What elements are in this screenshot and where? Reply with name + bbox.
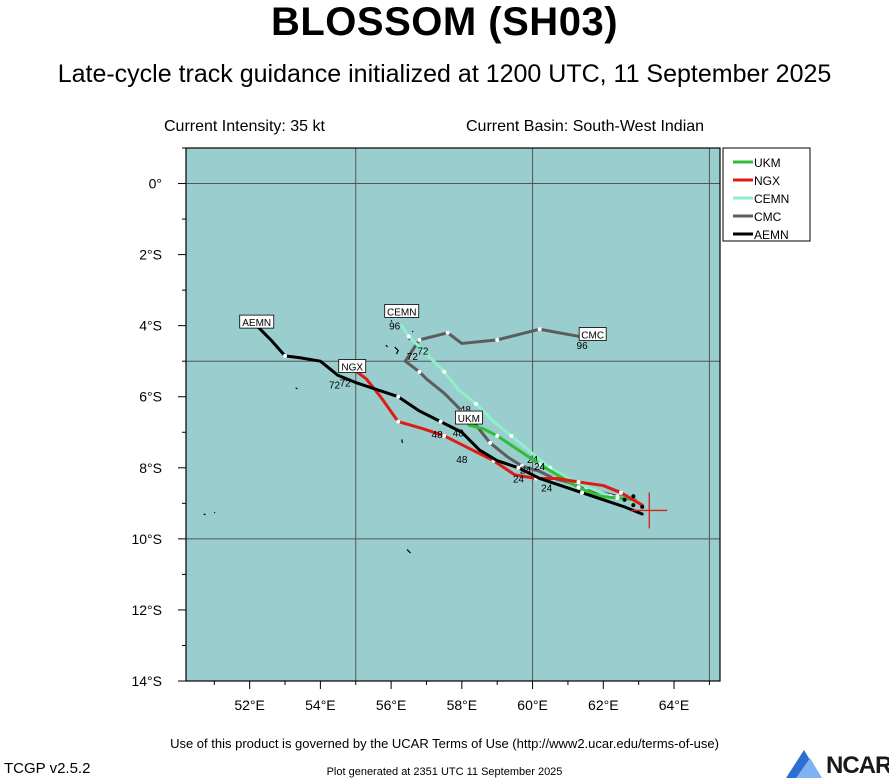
y-tick-label: 8°S bbox=[139, 460, 162, 476]
current-basin: Current Basin: South-West Indian bbox=[466, 118, 705, 135]
forecast-hour-label: 48 bbox=[456, 455, 468, 466]
forecast-hour-label: 72 bbox=[329, 380, 341, 391]
track-point-ukm bbox=[576, 485, 581, 490]
island-outline bbox=[203, 513, 206, 516]
forecast-hour-label: 72 bbox=[340, 379, 352, 390]
ncar-logo: NCAR bbox=[786, 748, 889, 780]
track-point-ngx bbox=[396, 419, 401, 424]
track-point-cmc bbox=[488, 440, 493, 445]
forecast-start-dot bbox=[622, 497, 627, 502]
model-label-cmc: CMC bbox=[581, 331, 604, 342]
track-point-cmc bbox=[417, 369, 422, 374]
forecast-hour-label: 48 bbox=[432, 430, 444, 441]
legend-label-aemn: AEMN bbox=[754, 228, 789, 242]
track-point-cemn bbox=[406, 334, 411, 339]
track-point-ngx bbox=[618, 490, 623, 495]
x-tick-label: 60°E bbox=[517, 697, 548, 713]
island-outline bbox=[295, 387, 298, 390]
ocean-background bbox=[186, 148, 720, 681]
generated-timestamp: Plot generated at 2351 UTC 11 September … bbox=[326, 766, 563, 778]
track-point-ukm bbox=[495, 433, 500, 438]
forecast-hour-label: 24 bbox=[534, 462, 546, 473]
y-tick-label: 4°S bbox=[139, 318, 162, 334]
y-tick-label: 6°S bbox=[139, 389, 162, 405]
island-outline bbox=[401, 439, 404, 444]
model-label-box bbox=[338, 359, 367, 373]
track-point-cmc bbox=[537, 327, 542, 332]
forecast-hour-label: 72 bbox=[407, 352, 419, 363]
track-point-cmc bbox=[417, 337, 422, 342]
y-tick-label: 2°S bbox=[139, 247, 162, 263]
ncar-logo-icon bbox=[786, 750, 822, 778]
ncar-logo-text: NCAR bbox=[826, 752, 889, 779]
track-point-ngx bbox=[576, 480, 581, 485]
y-tick-label: 12°S bbox=[131, 602, 162, 618]
track-point-cmc bbox=[495, 337, 500, 342]
guidance-subtitle: Late-cycle track guidance initialized at… bbox=[57, 60, 832, 88]
island-outline bbox=[213, 511, 216, 514]
track-point-aemn bbox=[396, 394, 401, 399]
forecast-hour-label: 48 bbox=[453, 428, 465, 439]
forecast-hour-label: 72 bbox=[417, 347, 429, 358]
track-point-cemn bbox=[473, 401, 478, 406]
forecast-start-dot bbox=[640, 504, 645, 509]
forecast-hour-label: 96 bbox=[389, 322, 401, 333]
forecast-hour-label: 24 bbox=[541, 483, 553, 494]
island-outline bbox=[394, 346, 399, 355]
x-tick-label: 62°E bbox=[588, 697, 619, 713]
legend-label-cemn: CEMN bbox=[754, 192, 789, 206]
forecast-start-dot bbox=[631, 503, 636, 508]
model-label-ngx: NGX bbox=[341, 363, 363, 374]
version-label: TCGP v2.5.2 bbox=[4, 760, 91, 777]
x-tick-label: 58°E bbox=[447, 697, 478, 713]
model-label-cemn: CEMN bbox=[387, 307, 416, 318]
x-tick-label: 56°E bbox=[376, 697, 407, 713]
track-point-cemn bbox=[509, 433, 514, 438]
y-tick-label: 14°S bbox=[131, 673, 162, 689]
legend-label-ngx: NGX bbox=[754, 174, 780, 188]
model-label-box bbox=[384, 304, 420, 318]
forecast-hour-label: 24 bbox=[513, 474, 525, 485]
legend-label-cmc: CMC bbox=[754, 210, 782, 224]
track-point-cmc bbox=[445, 330, 450, 335]
x-tick-label: 52°E bbox=[234, 697, 265, 713]
x-tick-label: 54°E bbox=[305, 697, 336, 713]
track-point-cmc bbox=[519, 464, 524, 469]
island-outline bbox=[411, 330, 414, 333]
track-point-aemn bbox=[580, 490, 585, 495]
track-point-ukm bbox=[537, 462, 542, 467]
forecast-hour-label: 96 bbox=[577, 341, 589, 352]
track-point-aemn bbox=[283, 353, 288, 358]
legend-label-ukm: UKM bbox=[754, 156, 781, 170]
track-line-ukm bbox=[467, 423, 637, 502]
model-label-box bbox=[455, 410, 483, 425]
track-point-ukm bbox=[615, 496, 620, 501]
terms-of-use: Use of this product is governed by the U… bbox=[170, 736, 719, 751]
track-point-cemn bbox=[442, 369, 447, 374]
x-tick-label: 64°E bbox=[659, 697, 690, 713]
model-label-aemn: AEMN bbox=[242, 318, 271, 329]
island-outline bbox=[390, 320, 393, 322]
island-outline bbox=[406, 549, 411, 554]
model-label-ukm: UKM bbox=[458, 414, 480, 425]
track-point-aemn bbox=[438, 419, 443, 424]
storm-title: BLOSSOM (SH03) bbox=[270, 0, 619, 44]
model-label-box bbox=[578, 327, 607, 341]
y-tick-label: 0° bbox=[149, 176, 162, 192]
map-frame bbox=[185, 147, 721, 682]
current-intensity: Current Intensity: 35 kt bbox=[164, 118, 325, 135]
track-point-ngx bbox=[442, 433, 447, 438]
y-tick-label: 10°S bbox=[131, 531, 162, 547]
track-point-aemn bbox=[516, 465, 521, 470]
forecast-start-dot bbox=[631, 494, 636, 499]
island-outline bbox=[385, 344, 389, 348]
model-label-box bbox=[239, 314, 275, 329]
